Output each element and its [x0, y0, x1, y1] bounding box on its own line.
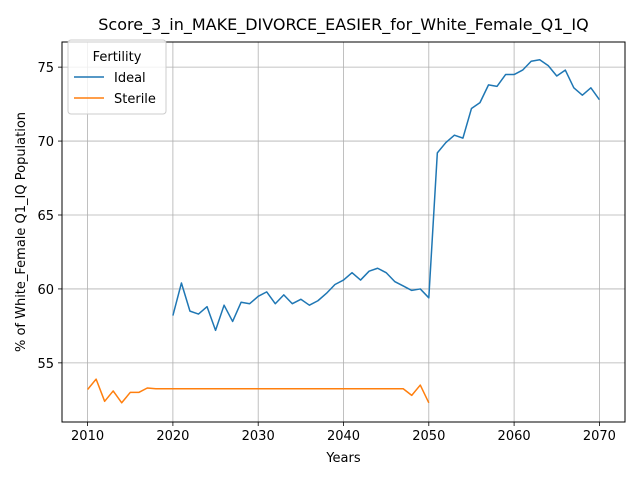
chart-title: Score_3_in_MAKE_DIVORCE_EASIER_for_White… — [98, 15, 588, 35]
legend-title: Fertility — [93, 50, 142, 65]
y-tick-label: 55 — [37, 357, 54, 372]
series-line-sterile — [87, 378, 430, 404]
grid — [62, 42, 625, 422]
series-lines — [87, 58, 601, 404]
y-tick-label: 65 — [37, 209, 54, 224]
x-tick-label: 2020 — [156, 429, 189, 444]
x-tick-label: 2060 — [498, 429, 531, 444]
series-line-ideal — [172, 58, 601, 332]
y-tick-label: 75 — [37, 61, 54, 76]
legend-label-sterile: Sterile — [114, 92, 156, 107]
y-tick-label: 70 — [37, 135, 54, 150]
y-axis-label: % of White_Female Q1_IQ Population — [14, 112, 29, 352]
legend: Fertility Ideal Sterile — [67, 39, 167, 115]
x-tick-label: 2030 — [242, 429, 275, 444]
x-tick-label: 2040 — [327, 429, 360, 444]
x-tick-label: 2070 — [583, 429, 616, 444]
x-tick-label: 2010 — [71, 429, 104, 444]
y-axis-ticks: 55 60 65 70 75 — [37, 61, 62, 372]
y-tick-label: 60 — [37, 283, 54, 298]
x-tick-label: 2050 — [412, 429, 445, 444]
x-axis-label: Years — [325, 451, 361, 466]
legend-label-ideal: Ideal — [114, 71, 146, 86]
legend-box — [67, 39, 167, 115]
x-axis-ticks: 2010 2020 2030 2040 2050 2060 2070 — [71, 422, 616, 444]
